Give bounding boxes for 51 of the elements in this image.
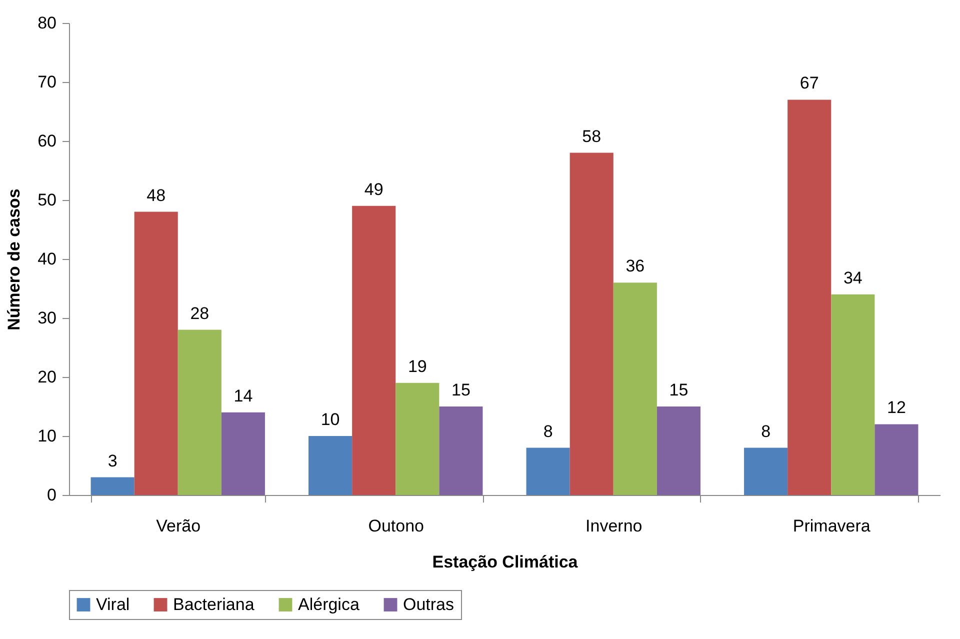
bar (178, 330, 222, 495)
y-tick-label: 20 (38, 368, 56, 386)
bar (439, 406, 483, 495)
x-tick-label: Outono (368, 516, 424, 536)
data-label: 3 (108, 451, 118, 470)
y-tick-label: 10 (38, 426, 56, 446)
data-label: 14 (234, 386, 253, 406)
x-tick-label: Primavera (792, 516, 871, 536)
y-tick-label: 70 (38, 72, 56, 92)
y-axis-title: Número de casos (4, 188, 24, 330)
legend-label: Viral (96, 594, 130, 614)
y-tick-label: 30 (38, 308, 56, 328)
y-tick-label: 60 (38, 132, 56, 150)
bar (526, 448, 570, 495)
data-label: 12 (886, 398, 906, 418)
data-label: 48 (146, 186, 166, 205)
bar (831, 294, 875, 495)
legend-label: Outras (403, 594, 454, 614)
y-tick-label: 0 (47, 486, 56, 504)
data-label: 28 (190, 304, 210, 323)
x-tick-label: Verão (156, 516, 201, 536)
data-label: 8 (543, 422, 553, 441)
x-tick-label: Inverno (586, 516, 642, 536)
bar (570, 152, 614, 495)
bar (352, 206, 396, 495)
bar (788, 100, 832, 495)
legend-label: Bacteriana (173, 594, 255, 614)
bar (656, 406, 700, 495)
data-label: 67 (800, 74, 819, 93)
bar (613, 282, 657, 495)
data-label: 49 (364, 180, 384, 199)
bar (396, 382, 440, 495)
y-tick-label: 40 (38, 250, 56, 268)
legend-label: Alérgica (298, 594, 360, 614)
data-label: 15 (669, 380, 688, 400)
bar (744, 448, 788, 495)
data-label: 15 (451, 380, 470, 400)
bar (90, 477, 134, 495)
data-label: 19 (408, 356, 427, 376)
data-label: 8 (761, 422, 771, 441)
y-tick-label: 80 (38, 14, 56, 32)
data-label: 58 (582, 126, 602, 146)
bar (221, 412, 265, 495)
bar (134, 212, 178, 495)
bar (874, 424, 918, 495)
data-label: 36 (626, 256, 645, 276)
bar (308, 436, 352, 495)
data-label: 10 (320, 410, 340, 429)
y-tick-label: 50 (38, 190, 56, 210)
x-axis-title: Estação Climática (432, 552, 578, 572)
data-label: 34 (843, 268, 862, 288)
